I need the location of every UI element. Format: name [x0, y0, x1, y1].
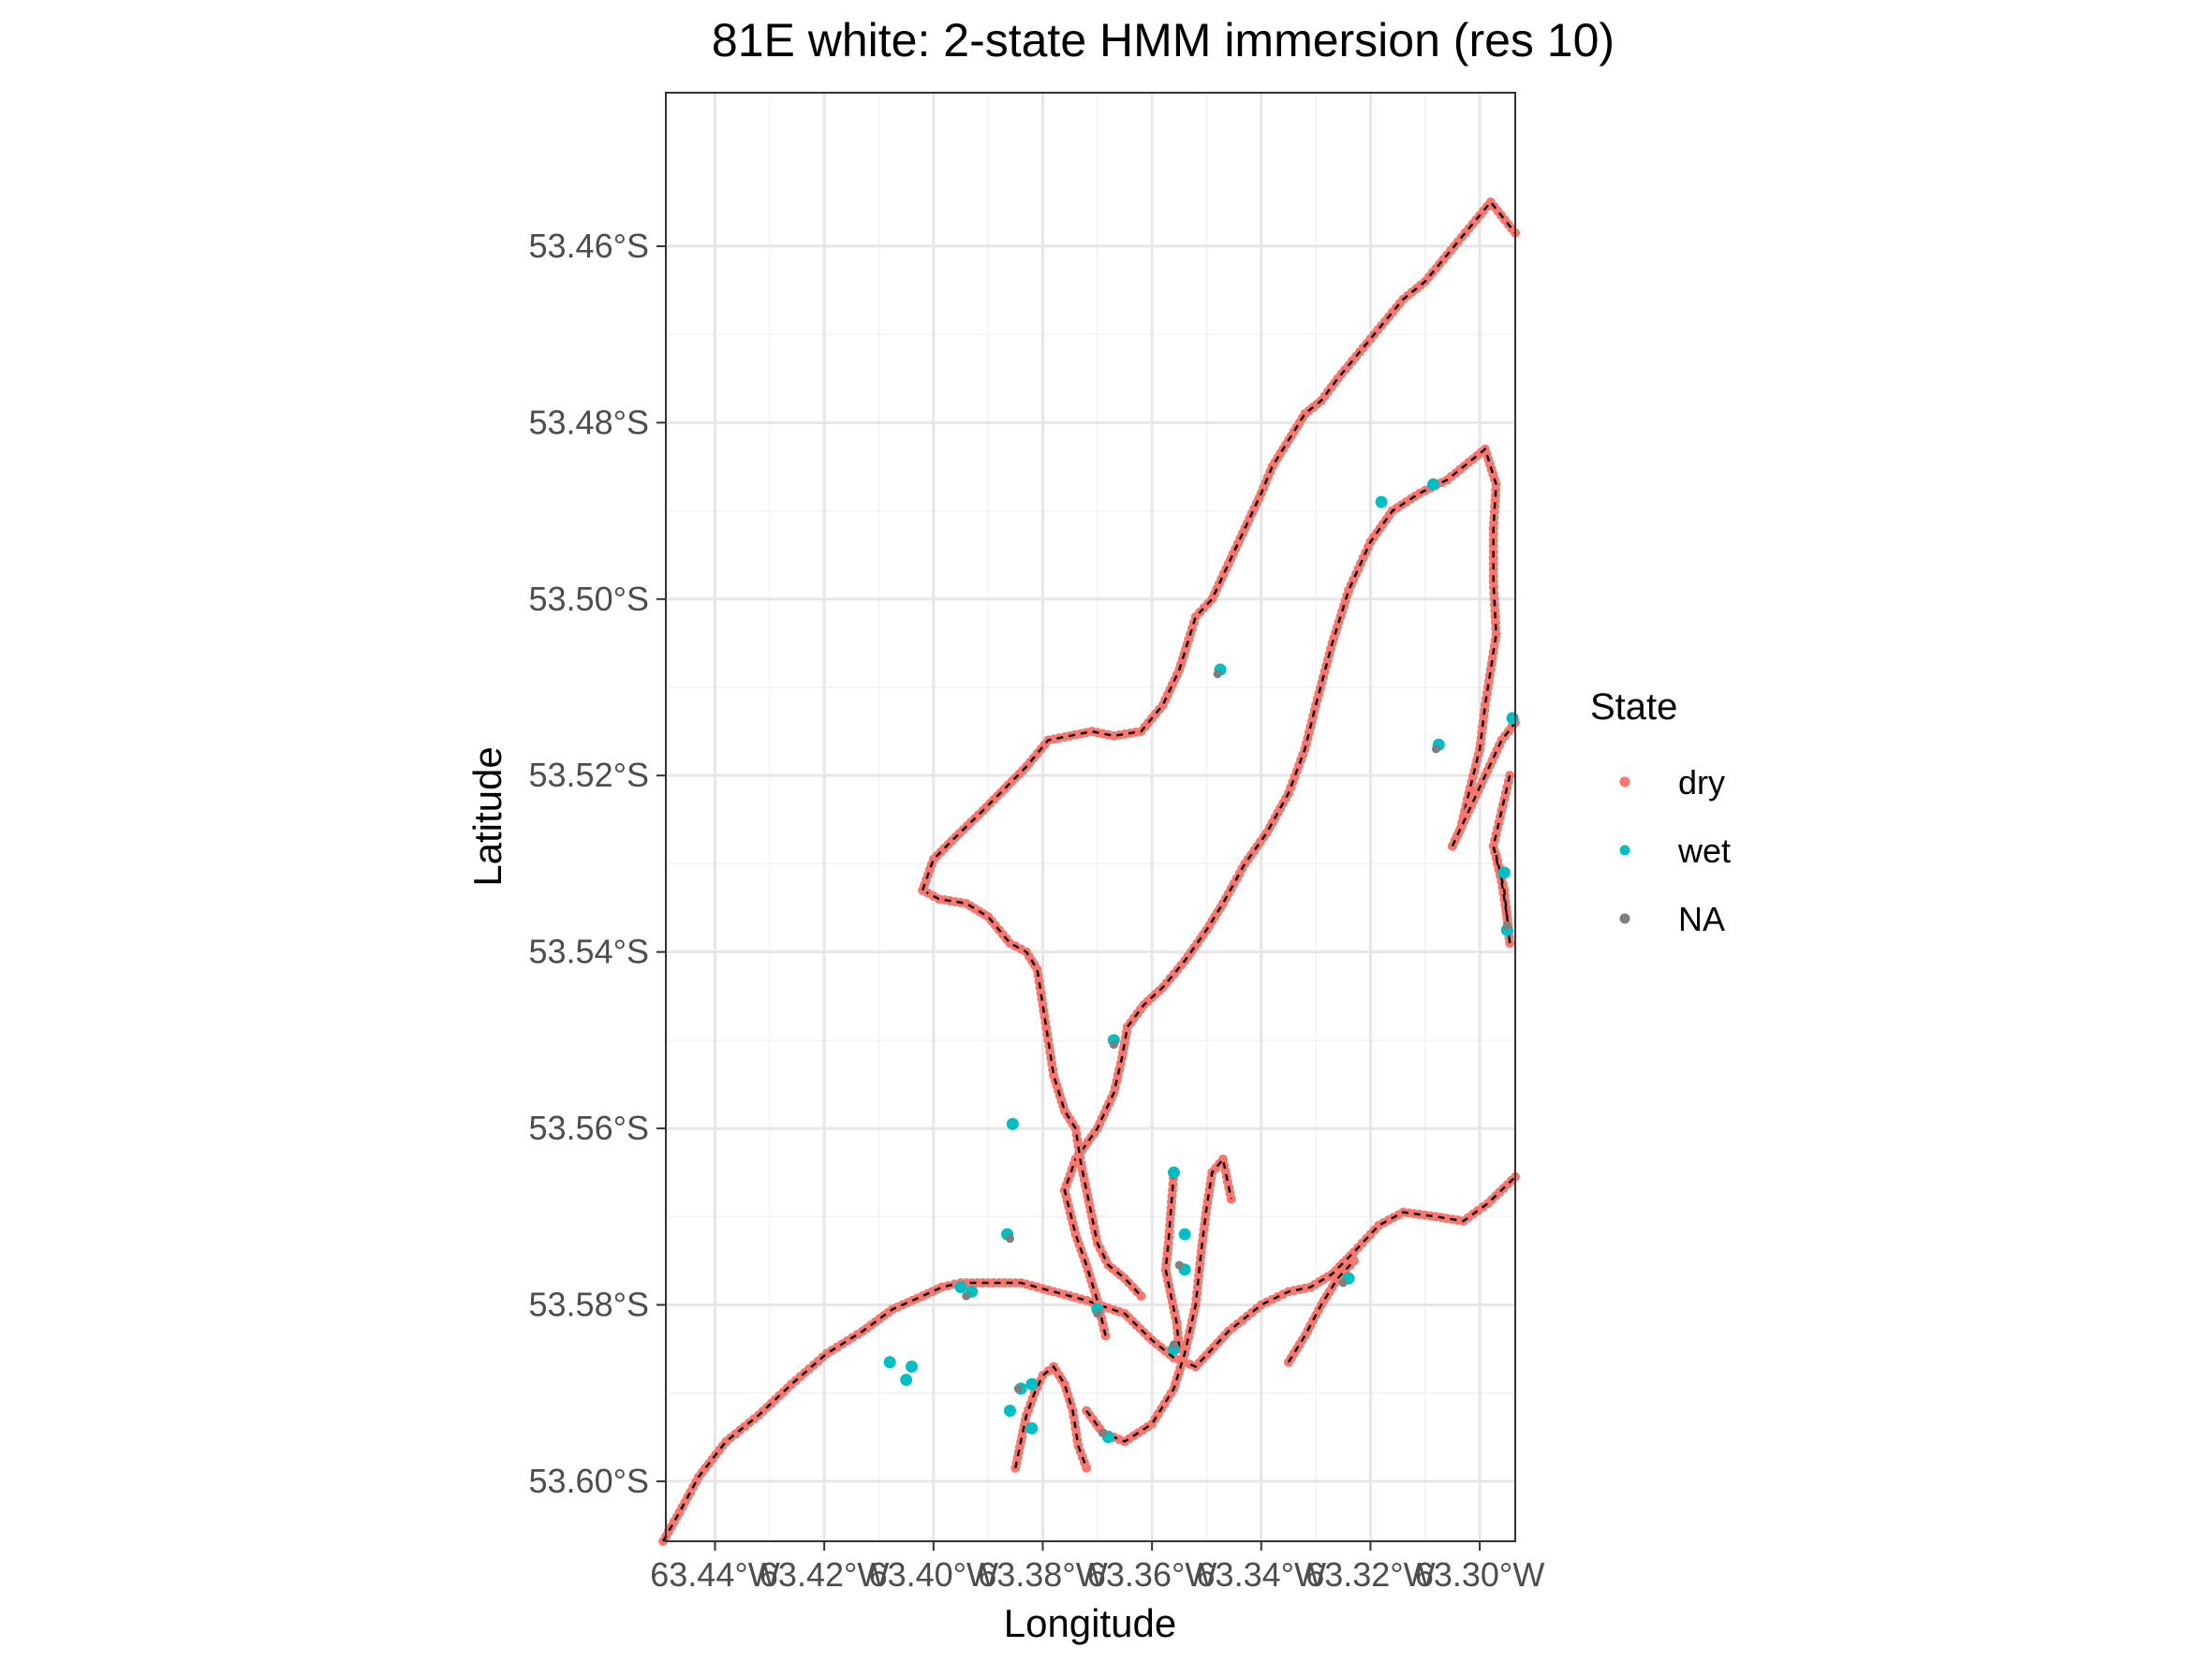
na-point [1005, 1234, 1014, 1244]
na-point [1169, 1340, 1178, 1349]
legend-label-na: NA [1678, 900, 1725, 938]
na-point [1502, 920, 1512, 930]
wet-point [1375, 495, 1388, 508]
track-line [921, 199, 1516, 891]
x-tick-label: 63.42°W [759, 1555, 889, 1594]
wet-point [1167, 1166, 1180, 1179]
x-tick-label: 63.34°W [1197, 1555, 1326, 1594]
legend-title: State [1590, 686, 1677, 728]
na-point [1338, 1278, 1348, 1288]
track-line [1492, 774, 1512, 944]
y-tick-label: 53.46°S [529, 227, 650, 265]
wet-point [883, 1356, 896, 1369]
track-line [1014, 1364, 1088, 1469]
na-point [1013, 1384, 1023, 1393]
wet-point [1497, 866, 1511, 879]
dry-point [1082, 1463, 1092, 1473]
x-tick-label: 63.36°W [1087, 1555, 1217, 1594]
wet-point [954, 1281, 967, 1294]
y-tick-label: 53.52°S [529, 756, 650, 794]
x-tick-label: 63.32°W [1305, 1555, 1435, 1594]
legend-entries: dry wet NA [1619, 763, 1731, 938]
wet-point [1506, 712, 1519, 725]
y-tick-label: 53.58°S [529, 1286, 650, 1324]
wet-point [1427, 478, 1440, 491]
y-tick-label: 53.60°S [529, 1462, 650, 1500]
legend-label-dry: dry [1678, 763, 1725, 802]
wet-point [1025, 1377, 1039, 1391]
y-axis: 53.46°S 53.48°S 53.50°S 53.52°S 53.54°S 53.56… [529, 227, 666, 1500]
wet-point [1025, 1421, 1039, 1435]
x-axis-label: Longitude [1004, 1601, 1177, 1645]
na-point [1099, 1428, 1108, 1437]
plot-border [665, 92, 1516, 1542]
na-point [1431, 744, 1440, 754]
track-line [662, 1176, 1516, 1542]
wet-point [1006, 1117, 1019, 1130]
legend-label-wet: wet [1677, 832, 1731, 870]
na-point [1109, 1040, 1118, 1050]
na-point [1174, 1260, 1184, 1270]
x-tick-label: 63.40°W [869, 1555, 998, 1594]
dry-point [1349, 1256, 1359, 1266]
wet-point [900, 1374, 913, 1387]
track-line [1085, 1156, 1232, 1443]
na-point [1093, 1309, 1102, 1318]
x-tick-label: 63.30°W [1415, 1555, 1544, 1594]
legend-key-wet [1619, 845, 1630, 856]
legend-key-dry [1619, 776, 1630, 787]
y-axis-label: Latitude [465, 746, 509, 886]
track-line [1063, 447, 1497, 1336]
wet-point [1003, 1405, 1016, 1418]
track-layer [658, 197, 1520, 1546]
na-point [962, 1291, 971, 1301]
legend-key-na [1619, 913, 1630, 924]
x-tick-label: 63.44°W [650, 1555, 779, 1594]
y-tick-label: 53.48°S [529, 403, 650, 441]
na-point [1213, 670, 1222, 679]
y-tick-label: 53.50°S [529, 580, 650, 618]
chart-title: 81E white: 2-state HMM immersion (res 10… [712, 14, 1615, 66]
track-line [1287, 1259, 1355, 1363]
wet-point [1178, 1228, 1191, 1241]
legend: State dry wet NA [1590, 686, 1731, 938]
plot-panel [666, 93, 1515, 1541]
track-line [1164, 1172, 1181, 1349]
x-axis: 63.44°W63.42°W63.40°W63.38°W63.36°W63.34… [650, 1541, 1544, 1594]
wet-point [905, 1360, 918, 1373]
dry-point [1136, 1291, 1146, 1302]
track-line [1451, 721, 1516, 847]
y-tick-label: 53.56°S [529, 1109, 650, 1147]
y-tick-label: 53.54°S [529, 933, 650, 971]
dry-point [1226, 1194, 1236, 1204]
track-line [922, 889, 1143, 1297]
x-tick-label: 63.38°W [978, 1555, 1107, 1594]
